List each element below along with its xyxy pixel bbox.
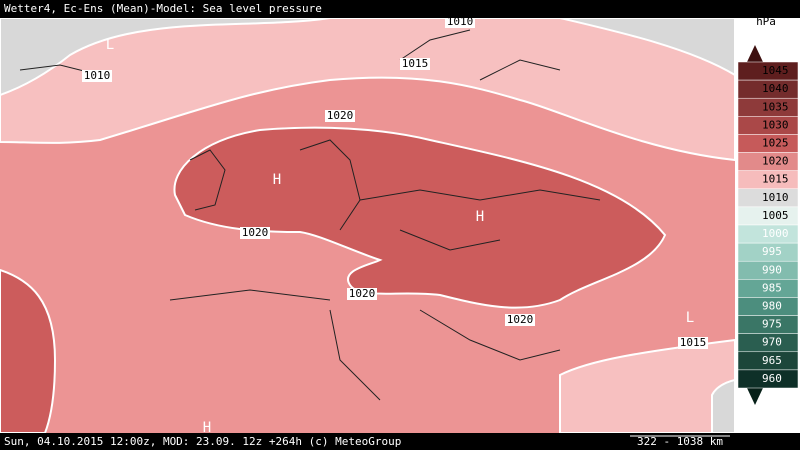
contour-label: 1015 <box>680 336 707 349</box>
legend-label: 990 <box>762 263 782 276</box>
legend-swatch <box>737 369 799 389</box>
footer-text: Sun, 04.10.2015 12:00z, MOD: 23.09. 12z … <box>4 435 401 448</box>
legend-label: 980 <box>762 300 782 313</box>
pressure-zone <box>173 126 667 309</box>
legend-unit: hPa <box>756 15 776 28</box>
legend-label: 1000 <box>762 227 789 240</box>
legend-label: 1010 <box>762 191 789 204</box>
pressure-zone <box>0 268 57 434</box>
legend: 1045 1040 1035 1030 1025 1020 1015 1010 1005 1000… <box>737 61 799 389</box>
title-bar <box>0 0 800 18</box>
legend-label: 970 <box>762 336 782 349</box>
contour-label: 1020 <box>507 313 534 326</box>
legend-label: 1005 <box>762 209 789 222</box>
contour-label-bg <box>325 110 355 122</box>
pressure-zone <box>0 17 736 162</box>
pressure-center: L <box>106 37 114 53</box>
contour-label-bg <box>240 227 270 239</box>
legend-label: 1030 <box>762 118 789 131</box>
legend-label: 960 <box>762 372 782 385</box>
pressure-center: L <box>686 310 694 326</box>
legend-label: 995 <box>762 245 782 258</box>
legend-label: 1035 <box>762 100 789 113</box>
legend-arrow <box>747 388 763 405</box>
map <box>0 17 736 434</box>
pressure-zone <box>559 338 736 434</box>
legend-label: 1040 <box>762 82 789 95</box>
coastline <box>19 29 601 401</box>
contour-label-bg <box>445 16 475 28</box>
legend-label: 985 <box>762 281 782 294</box>
contour-label-bg <box>505 314 535 326</box>
contour-label-bg <box>678 337 708 349</box>
scale-label: 322 - 1038 km <box>637 435 723 448</box>
pressure-zone <box>0 17 331 97</box>
legend-label: 1015 <box>762 173 789 186</box>
overlays: 1010 1010 1015 1020 1020 1020 1020 1015 L L H H H <box>82 15 708 436</box>
contour-label-bg <box>347 288 377 300</box>
legend-label: 1025 <box>762 137 789 150</box>
title: Wetter4, Ec-Ens (Mean)-Model: Sea level … <box>4 2 322 15</box>
contour-label: 1020 <box>349 287 376 300</box>
contour-label-bg <box>400 58 430 70</box>
contour-label: 1015 <box>402 57 429 70</box>
contour-label-bg <box>82 70 112 82</box>
contour-label: 1020 <box>327 109 354 122</box>
legend-label: 975 <box>762 318 782 331</box>
legend-label: 1020 <box>762 155 789 168</box>
contour-label: 1010 <box>84 69 111 82</box>
footer-bar <box>0 433 800 450</box>
pressure-center: H <box>203 420 211 436</box>
legend-label: 965 <box>762 354 782 367</box>
legend-arrow <box>747 45 763 62</box>
legend-label: 1045 <box>762 64 789 77</box>
contour-label: 1020 <box>242 226 269 239</box>
contour-label: 1010 <box>447 15 474 28</box>
pressure-center: H <box>273 172 281 188</box>
pressure-center: H <box>476 209 484 225</box>
pressure-zone <box>559 17 736 77</box>
